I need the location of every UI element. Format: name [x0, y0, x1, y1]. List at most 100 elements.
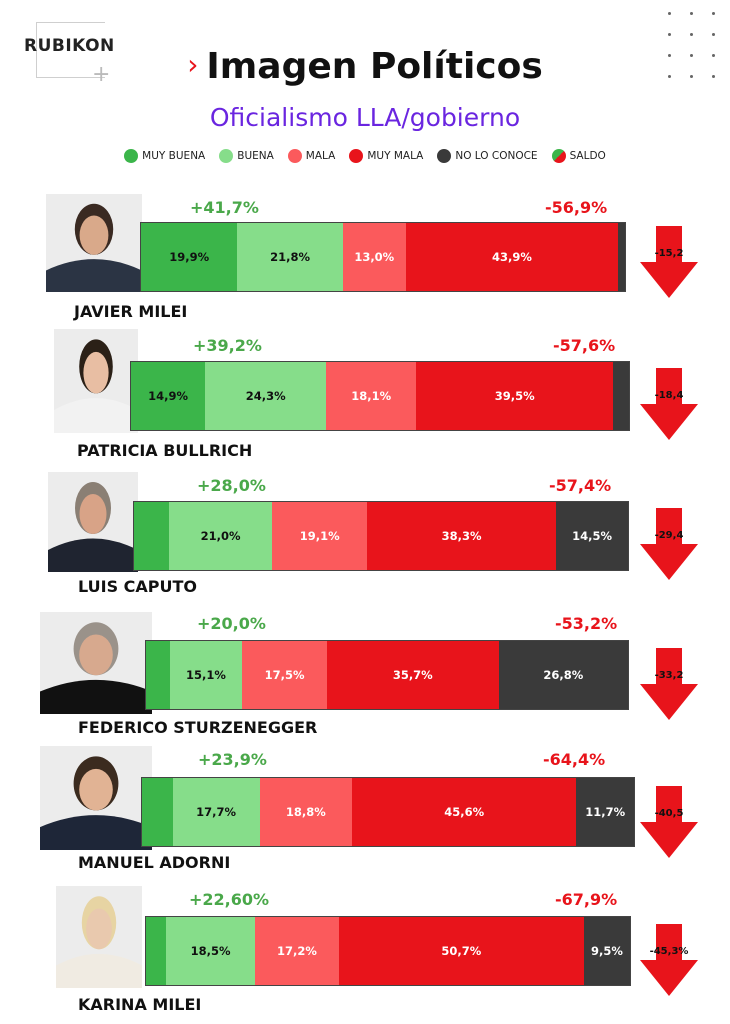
bar-segment-muy-mala: 35,7% [326, 641, 499, 709]
chevron-right-icon: › [187, 48, 199, 81]
portrait-illustration [56, 886, 142, 988]
stacked-bar: 17,7% 18,8% 45,6% 11,7% [141, 777, 635, 847]
logo-frame [36, 22, 105, 78]
negative-total: -57,6% [553, 336, 616, 355]
portrait-body [40, 679, 152, 714]
portrait-face [79, 634, 113, 676]
bar-segment-no-lo-conoce: 11,7% [576, 778, 634, 846]
negative-total: -56,9% [545, 198, 608, 217]
politician-name: JAVIER MILEI [74, 302, 188, 321]
positive-total: +41,7% [190, 198, 259, 217]
legend-label: SALDO [569, 150, 606, 162]
legend-item: MUY MALA [349, 149, 423, 163]
segment-value-label: 38,3% [441, 529, 482, 543]
bar-segment-buena: 21,0% [168, 502, 273, 570]
segment-value-label: 18,8% [285, 805, 326, 819]
bar-segment-mala: 19,1% [272, 502, 367, 570]
segment-value-label: 35,7% [392, 668, 433, 682]
segment-value-label: 21,0% [200, 529, 241, 543]
saldo-down-arrow-icon: -15,2 [640, 226, 698, 298]
saldo-down-arrow-icon: -33,2 [640, 648, 698, 720]
legend-swatch [287, 149, 302, 163]
portrait-illustration [54, 329, 138, 433]
arrow-path [640, 648, 698, 720]
bar-segment-muy-buena [146, 641, 170, 709]
arrow-shape [640, 648, 698, 720]
bar-segment-buena: 21,8% [237, 223, 343, 291]
negative-total: -57,4% [549, 476, 612, 495]
bar-segment-buena: 18,5% [165, 917, 256, 985]
negative-total: -53,2% [555, 614, 618, 633]
portrait-illustration [40, 746, 152, 850]
brand-logo: RUBIKON [24, 36, 115, 56]
decor-dot [690, 33, 693, 36]
decor-dot [668, 54, 671, 57]
politician-name: FEDERICO STURZENEGGER [78, 718, 318, 737]
decor-dot [712, 33, 715, 36]
portrait-illustration [40, 612, 152, 714]
arrow-path [640, 786, 698, 858]
bar-segment-mala: 13,0% [342, 223, 406, 291]
legend-swatch [551, 149, 566, 163]
stacked-bar: 14,9% 24,3% 18,1% 39,5% [130, 361, 630, 431]
decor-dot [712, 75, 715, 78]
segment-value-label: 19,9% [169, 250, 210, 264]
bar-segment-muy-mala: 50,7% [338, 917, 584, 985]
decor-dot [690, 75, 693, 78]
portrait-photo [46, 194, 142, 292]
saldo-value: -15,2 [654, 248, 684, 259]
portrait-body [48, 538, 138, 572]
segment-value-label: 18,1% [351, 389, 392, 403]
segment-value-label: 17,5% [264, 668, 305, 682]
saldo-value: -18,4 [654, 390, 684, 401]
arrow-path [640, 924, 698, 996]
politician-name: KARINA MILEI [78, 995, 202, 1014]
legend-item: MUY BUENA [124, 149, 205, 163]
portrait-photo [56, 886, 142, 988]
decor-dot [690, 12, 693, 15]
bar-segment-muy-mala: 43,9% [405, 223, 619, 291]
stacked-bar: 19,9% 21,8% 13,0% 43,9% [140, 222, 626, 292]
portrait-face [83, 351, 109, 394]
bar-segment-muy-mala: 38,3% [366, 502, 557, 570]
segment-value-label: 18,5% [190, 944, 231, 958]
saldo-down-arrow-icon: -40,5 [640, 786, 698, 858]
segment-value-label: 17,7% [196, 805, 236, 819]
portrait-face [79, 215, 109, 255]
arrow-path [640, 226, 698, 298]
bar-segment-muy-buena [146, 917, 166, 985]
saldo-down-arrow-icon: -45,3% [640, 924, 698, 996]
segment-value-label: 13,0% [354, 250, 395, 264]
segment-value-label: 14,5% [572, 529, 613, 543]
legend-item: MALA [287, 149, 335, 163]
positive-total: +28,0% [197, 476, 266, 495]
bar-segment-muy-buena: 14,9% [131, 362, 206, 430]
segment-value-label: 11,7% [585, 805, 626, 819]
legend-label: MUY MALA [367, 150, 424, 162]
segment-value-label: 45,6% [444, 805, 485, 819]
legend-label: NO LO CONOCE [455, 150, 538, 162]
portrait-face [79, 768, 113, 811]
page-subtitle: Oficialismo LLA/gobierno [209, 103, 521, 132]
bar-segment-no-lo-conoce: 14,5% [556, 502, 628, 570]
decor-dot [712, 54, 715, 57]
portrait-illustration [46, 194, 142, 292]
portrait-photo [40, 612, 152, 714]
segment-value-label: 43,9% [492, 250, 532, 264]
decor-dot [668, 12, 671, 15]
portrait-photo [54, 329, 138, 433]
bar-segment-mala: 17,2% [255, 917, 339, 985]
arrow-path [640, 368, 698, 440]
bar-segment-muy-mala: 45,6% [352, 778, 577, 846]
arrow-shape [640, 786, 698, 858]
saldo-value: -29,4 [654, 530, 684, 541]
bar-segment-mala: 17,5% [242, 641, 327, 709]
arrow-shape [640, 226, 698, 298]
saldo-value: -40,5 [654, 808, 684, 819]
decor-dot [712, 12, 715, 15]
legend-label: BUENA [237, 150, 274, 162]
segment-value-label: 26,8% [543, 668, 584, 682]
stacked-bar: 21,0% 19,1% 38,3% 14,5% [133, 501, 629, 571]
portrait-face [86, 908, 112, 950]
legend-item: NO LO CONOCE [437, 149, 538, 163]
